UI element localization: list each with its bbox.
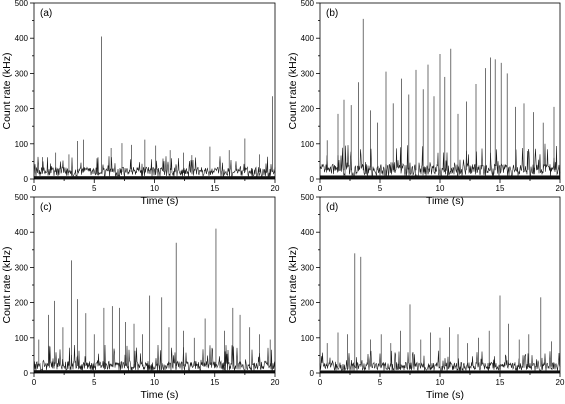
y-tick-label-b: 200 — [301, 105, 315, 114]
x-tick-label-b: 15 — [496, 184, 505, 193]
x-tick-label-d: 10 — [436, 378, 445, 387]
y-tick-label-c: 500 — [15, 193, 29, 202]
x-tick-label-a: 5 — [92, 184, 97, 193]
y-tick-label-c: 0 — [24, 369, 29, 378]
x-axis-title-b: Time (s) — [426, 195, 464, 207]
y-tick-label-b: 300 — [301, 69, 315, 78]
trace-floor-d — [320, 370, 560, 373]
plot-frame-c — [33, 196, 276, 374]
y-tick-label-d: 100 — [301, 334, 315, 343]
y-tick-label-c: 100 — [15, 334, 29, 343]
y-tick-label-d: 200 — [301, 299, 315, 308]
y-tick-label-b: 100 — [301, 140, 315, 149]
y-tick-label-d: 0 — [310, 369, 315, 378]
y-tick-label-b: 0 — [310, 175, 315, 184]
trace-floor-b — [320, 175, 560, 179]
x-tick-label-c: 0 — [32, 378, 37, 387]
panel-label-d: (d) — [326, 202, 338, 213]
x-axis-title-c: Time (s) — [140, 389, 178, 401]
panel-label-b: (b) — [326, 8, 338, 19]
y-axis-title-a: Count rate (kHz) — [1, 52, 13, 129]
x-tick-label-b: 0 — [318, 184, 323, 193]
y-tick-label-a: 200 — [15, 105, 29, 114]
x-tick-label-d: 20 — [556, 378, 565, 387]
panel-label-a: (a) — [40, 8, 52, 19]
y-tick-label-d: 500 — [301, 193, 315, 202]
y-tick-label-c: 200 — [15, 299, 29, 308]
noise-trace-c — [33, 344, 276, 372]
y-tick-label-a: 100 — [15, 140, 29, 149]
y-tick-label-a: 300 — [15, 69, 29, 78]
y-tick-label-c: 400 — [15, 228, 29, 237]
y-tick-label-a: 400 — [15, 34, 29, 43]
x-tick-label-b: 10 — [436, 184, 445, 193]
y-tick-label-d: 400 — [301, 228, 315, 237]
trace-floor-a — [34, 176, 275, 179]
panel-label-c: (c) — [40, 202, 52, 213]
y-axis-title-c: Count rate (kHz) — [1, 246, 13, 323]
x-tick-label-a: 0 — [32, 184, 37, 193]
x-tick-label-c: 20 — [271, 378, 280, 387]
y-tick-label-a: 0 — [24, 175, 29, 184]
x-tick-label-d: 5 — [378, 378, 383, 387]
x-tick-label-c: 5 — [92, 378, 97, 387]
x-tick-label-a: 15 — [210, 184, 219, 193]
x-tick-label-c: 10 — [150, 378, 159, 387]
y-axis-title-d: Count rate (kHz) — [287, 246, 299, 323]
y-tick-label-d: 300 — [301, 263, 315, 272]
x-tick-label-a: 10 — [150, 184, 159, 193]
x-tick-label-b: 5 — [378, 184, 383, 193]
y-tick-label-a: 500 — [15, 0, 29, 8]
noise-trace-a — [33, 156, 276, 178]
x-tick-label-a: 20 — [271, 184, 280, 193]
y-tick-label-c: 300 — [15, 263, 29, 272]
y-tick-label-b: 400 — [301, 34, 315, 43]
x-tick-label-b: 20 — [556, 184, 565, 193]
x-tick-label-d: 0 — [318, 378, 323, 387]
x-axis-title-d: Time (s) — [426, 389, 464, 401]
x-axis-title-a: Time (s) — [140, 195, 178, 207]
y-axis-title-b: Count rate (kHz) — [287, 52, 299, 129]
y-tick-label-b: 500 — [301, 0, 315, 8]
x-tick-label-c: 15 — [210, 378, 219, 387]
plot-frame-a — [33, 2, 276, 180]
x-tick-label-d: 15 — [496, 378, 505, 387]
trace-floor-c — [34, 370, 275, 373]
